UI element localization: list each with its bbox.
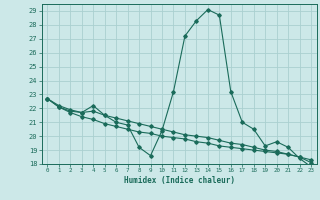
X-axis label: Humidex (Indice chaleur): Humidex (Indice chaleur) [124,176,235,185]
